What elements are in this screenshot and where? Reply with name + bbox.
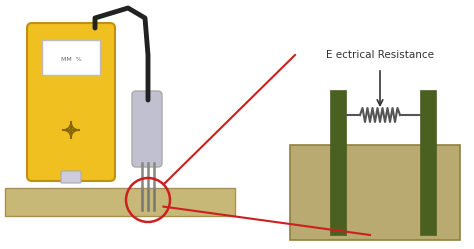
Bar xyxy=(5,188,235,216)
Bar xyxy=(42,40,100,75)
FancyBboxPatch shape xyxy=(27,23,115,181)
FancyBboxPatch shape xyxy=(61,171,81,183)
Bar xyxy=(420,90,436,235)
Text: E ectrical Resistance: E ectrical Resistance xyxy=(326,50,434,60)
Text: MM  %: MM % xyxy=(61,57,82,62)
Bar xyxy=(330,90,346,235)
FancyBboxPatch shape xyxy=(132,91,162,167)
Bar xyxy=(290,145,460,240)
